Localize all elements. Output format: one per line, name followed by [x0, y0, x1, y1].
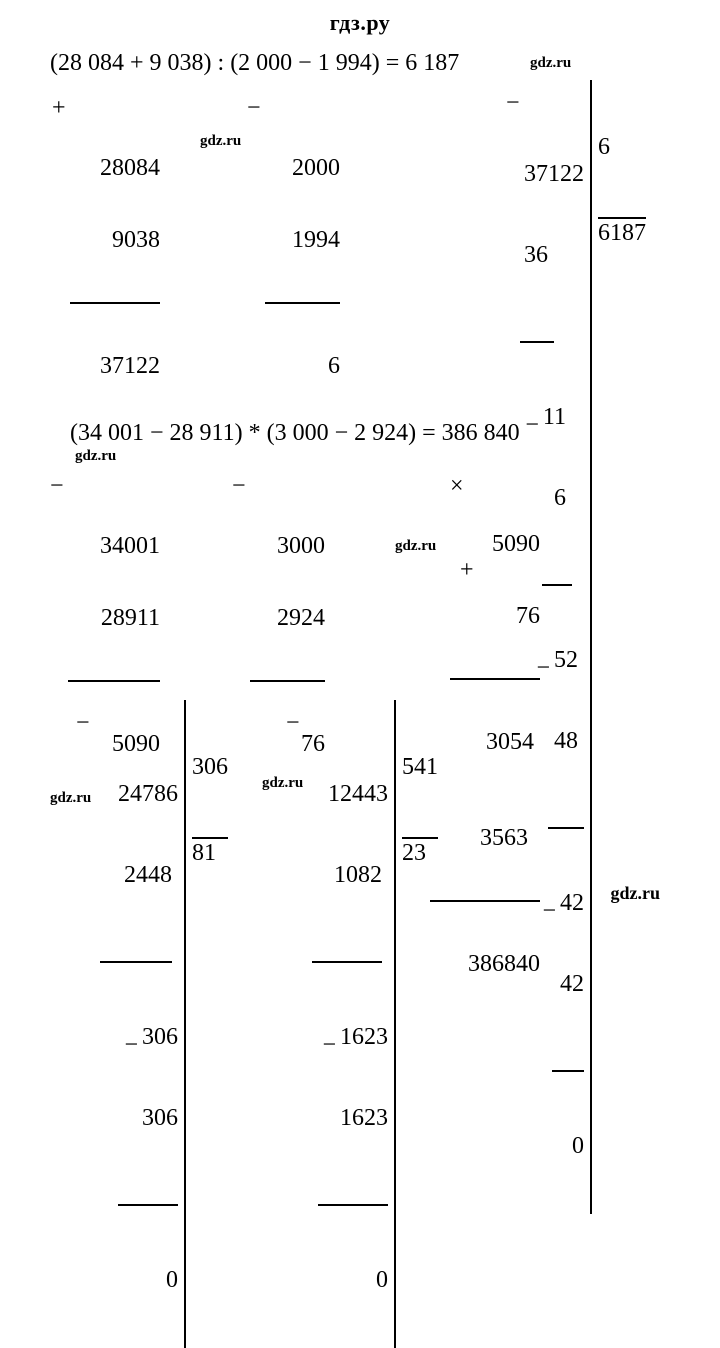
rule [70, 302, 160, 304]
rule [552, 1070, 584, 1072]
rule [250, 680, 325, 682]
watermark-1: gdz.ru [530, 55, 571, 72]
step: 306 [90, 1105, 178, 1132]
rule [430, 900, 540, 902]
p1-addition: + 28084 9038 37122 [70, 84, 160, 402]
addend-a: 28084 [70, 156, 160, 180]
product: 386840 [430, 952, 540, 976]
step: −1623 [300, 1024, 388, 1051]
rule [68, 680, 160, 682]
sum: 37122 [70, 354, 160, 378]
watermark-4: gdz.ru [395, 538, 436, 555]
dividend: 12443 [300, 781, 388, 808]
rule [520, 341, 554, 343]
p2-multiplication: × 5090 76 3054 + 3563 386840 [430, 460, 540, 1000]
minus-sign: − [247, 96, 261, 120]
step: −11 [520, 404, 584, 431]
minus-sign: − [76, 710, 90, 737]
minus-sign: − [232, 474, 246, 498]
subtrahend: 1994 [265, 228, 340, 252]
plus-sign: + [52, 96, 66, 120]
rule [265, 302, 340, 304]
minus-sign: − [506, 90, 520, 117]
partial-1: 3054 [430, 730, 540, 754]
rule [542, 584, 572, 586]
quotient: 81 [192, 837, 228, 867]
watermark-2: gdz.ru [200, 133, 241, 150]
times-sign: × [450, 474, 464, 498]
minuend: 2000 [265, 156, 340, 180]
minus-sign: − [322, 1032, 336, 1058]
rule [450, 678, 540, 680]
remainder: 0 [90, 1267, 178, 1294]
subtrahend: 28911 [68, 606, 160, 630]
dividend: 37122 [520, 161, 584, 188]
quotient: 23 [402, 837, 438, 867]
minus-sign: − [525, 412, 539, 438]
partial-2: 3563 [430, 826, 540, 850]
step: 1623 [300, 1105, 388, 1132]
divisor: 541 [402, 754, 438, 781]
factor-b: 76 [430, 604, 540, 628]
rule [548, 827, 584, 829]
watermark-5: gdz.ru [50, 790, 91, 807]
minus-sign: − [286, 710, 300, 737]
minus-sign: − [542, 898, 556, 924]
remainder: 0 [520, 1133, 584, 1160]
rule [100, 961, 172, 963]
watermark-6: gdz.ru [262, 775, 303, 792]
p1-subtraction: − 2000 1994 6 [265, 84, 340, 402]
minus-sign: − [50, 474, 64, 498]
minus-sign: − [124, 1032, 138, 1058]
rule [312, 961, 382, 963]
step: 1082 [300, 862, 388, 889]
dividend: 24786 [90, 781, 178, 808]
minuend: 34001 [68, 534, 160, 558]
expr-1: (28 084 + 9 038) : (2 000 − 1 994) = 6 1… [50, 50, 459, 77]
quotient: 6187 [598, 217, 646, 247]
rule [118, 1204, 178, 1206]
p3-division-1: − 24786 2448 −306 306 0 306 81 [90, 700, 228, 1348]
p3-division-2: − 12443 1082 −1623 1623 0 541 23 [300, 700, 438, 1348]
factor-a: 5090 [430, 532, 540, 556]
expr-2: (34 001 − 28 911) * (3 000 − 2 924) = 38… [70, 420, 520, 447]
page-brand: гдз.ру [0, 0, 720, 36]
plus-sign: + [460, 558, 474, 582]
divisor: 306 [192, 754, 228, 781]
step: 2448 [90, 862, 178, 889]
remainder: 0 [300, 1267, 388, 1294]
addend-b: 9038 [70, 228, 160, 252]
page-footer: gdz.ru [611, 883, 661, 904]
rule [318, 1204, 388, 1206]
step: 36 [520, 242, 584, 269]
subtrahend: 2924 [250, 606, 325, 630]
step: −306 [90, 1024, 178, 1051]
difference: 6 [265, 354, 340, 378]
divisor: 6 [598, 134, 646, 161]
minuend: 3000 [250, 534, 325, 558]
